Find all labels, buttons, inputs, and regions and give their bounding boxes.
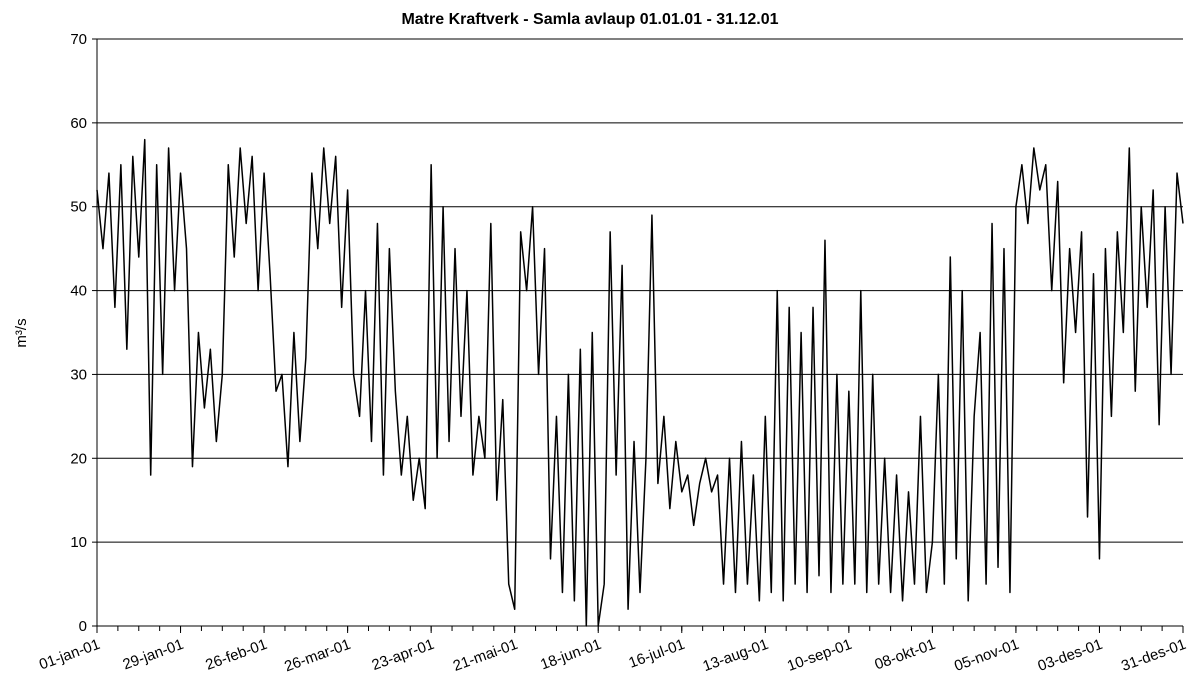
y-tick-label: 0	[79, 618, 87, 635]
x-tick-label: 26-mar-01	[282, 636, 353, 676]
x-tick-label: 21-mai-01	[451, 636, 520, 675]
x-tick-label: 10-sep-01	[785, 636, 854, 675]
x-tick-label: 16-jul-01	[626, 636, 687, 672]
y-tick-label: 70	[70, 31, 87, 48]
y-tick-label: 50	[70, 199, 87, 216]
chart-title: Matre Kraftverk - Samla avlaup 01.01.01 …	[401, 11, 778, 28]
x-tick-label: 23-apr-01	[370, 636, 437, 674]
x-tick-label: 26-feb-01	[203, 636, 269, 674]
y-tick-label: 60	[70, 115, 87, 132]
y-tick-label: 30	[70, 366, 87, 383]
x-tick-label: 18-jun-01	[538, 636, 603, 674]
x-tick-label: 31-des-01	[1119, 636, 1188, 675]
y-tick-label: 40	[70, 283, 87, 300]
y-tick-label: 10	[70, 534, 87, 551]
x-tick-label: 29-jan-01	[121, 636, 186, 674]
x-tick-label: 13-aug-01	[701, 636, 771, 675]
x-tick-label: 05-nov-01	[952, 636, 1021, 675]
y-tick-label: 20	[70, 450, 87, 467]
x-tick-label: 03-des-01	[1036, 636, 1105, 675]
x-tick-label: 08-okt-01	[872, 636, 937, 674]
y-axis-label: m³/s	[13, 318, 30, 347]
x-tick-label: 01-jan-01	[37, 636, 102, 674]
data-line	[96, 138, 1184, 627]
